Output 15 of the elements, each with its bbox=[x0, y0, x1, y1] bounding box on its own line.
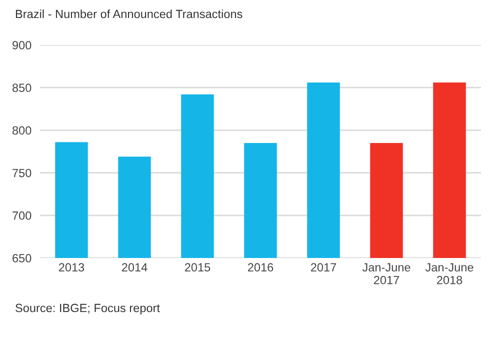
x-tick-label: Jan-June 2018 bbox=[425, 263, 474, 284]
y-tick-label: 850 bbox=[12, 84, 32, 92]
y-tick-label: 900 bbox=[12, 41, 32, 50]
y-tick-label: 800 bbox=[12, 126, 32, 135]
x-tick-label: Jan-June 2017 bbox=[362, 263, 410, 284]
y-tick-label: 700 bbox=[12, 211, 32, 220]
x-tick-label: 2013 bbox=[58, 263, 84, 272]
x-tick-label: 2016 bbox=[248, 263, 274, 272]
x-tick-label: 2015 bbox=[184, 263, 210, 272]
y-tick-label: 750 bbox=[12, 168, 32, 178]
y-tick-label: 650 bbox=[12, 254, 32, 262]
source-note: Source: IBGE; Focus report bbox=[16, 304, 160, 314]
x-tick-label: 2014 bbox=[122, 263, 148, 272]
x-tick-label: 2017 bbox=[310, 263, 336, 272]
chart-title: Brazil - Number of Announced Transactions bbox=[16, 10, 242, 18]
